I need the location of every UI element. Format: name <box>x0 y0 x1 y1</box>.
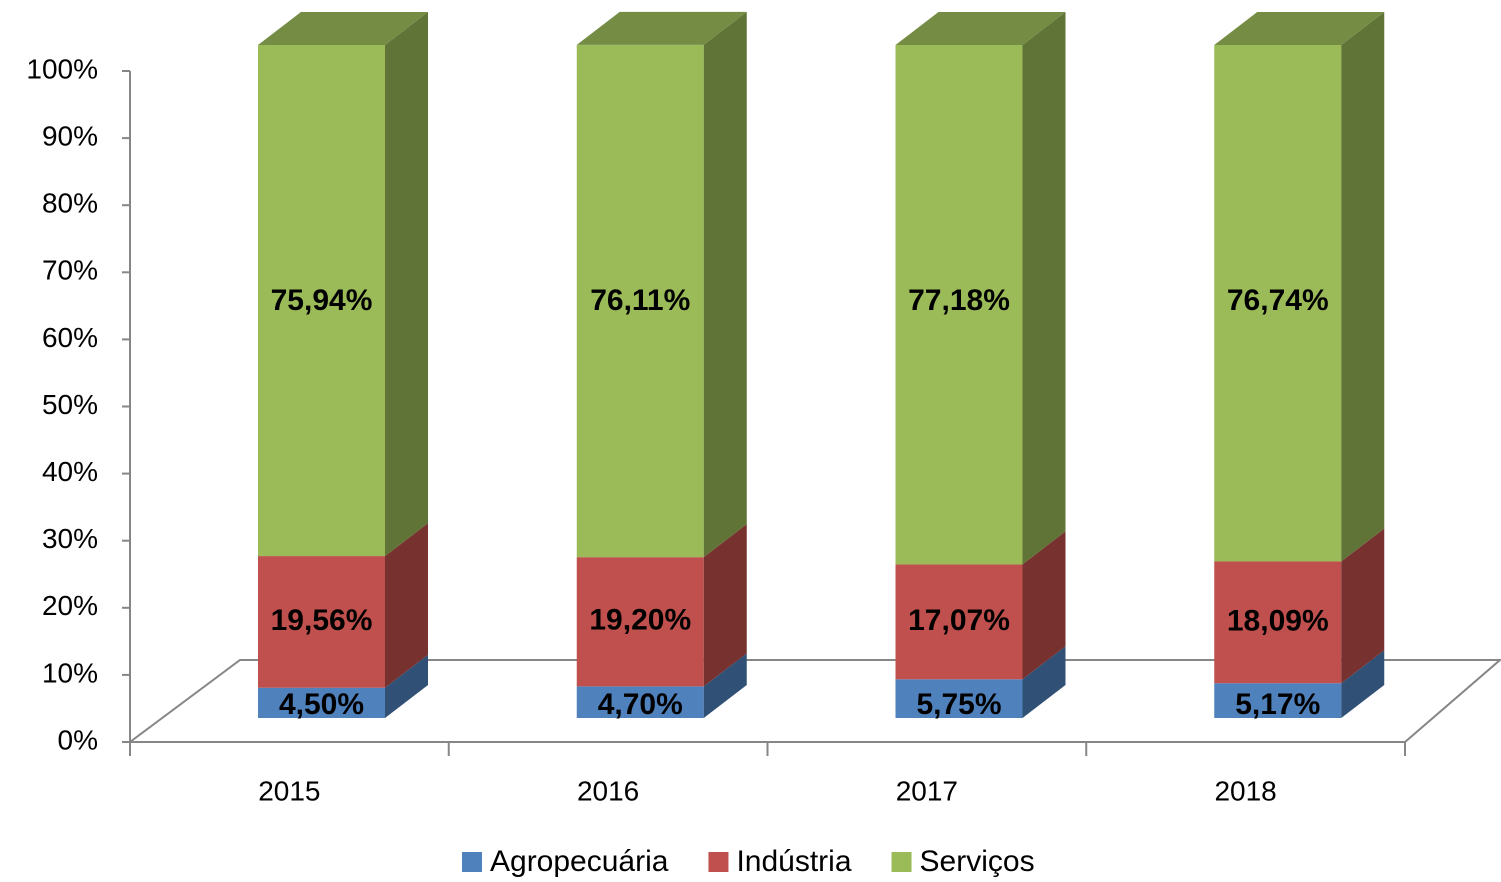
bar-top <box>258 12 428 45</box>
bar-side <box>1341 12 1385 562</box>
bar-segment <box>576 653 747 718</box>
x-tick-label: 2018 <box>1214 775 1276 806</box>
bar-segment <box>1214 12 1385 562</box>
bar-segment <box>895 12 1066 565</box>
data-label: 18,09% <box>1227 604 1329 637</box>
bar-side <box>385 654 428 718</box>
y-tick-label: 90% <box>42 120 98 151</box>
bar-side <box>1341 528 1385 684</box>
bar-side <box>1341 650 1385 718</box>
bar-front <box>258 45 385 557</box>
y-tick-label: 50% <box>42 389 98 420</box>
bar-side <box>703 524 747 687</box>
data-label: 75,94% <box>271 284 373 317</box>
legend-label: Agropecuária <box>490 845 669 878</box>
data-label: 76,11% <box>590 284 690 317</box>
data-label: 4,70% <box>598 688 683 721</box>
bar-front <box>258 556 385 688</box>
data-label: 76,74% <box>1227 284 1329 317</box>
bar-segment <box>576 524 747 687</box>
floor <box>126 659 1501 743</box>
bar-segment <box>895 531 1066 680</box>
bar-segment <box>895 646 1066 718</box>
data-label: 17,07% <box>908 604 1010 637</box>
bar-front <box>895 564 1023 680</box>
bar-front <box>576 686 704 718</box>
legend-label: Indústria <box>736 845 851 878</box>
legend-label: Serviços <box>920 845 1035 878</box>
bar-side <box>1022 12 1066 565</box>
bar-segment <box>1214 528 1385 684</box>
bar-segment <box>258 523 428 688</box>
bar-front <box>576 44 704 558</box>
x-tick-label: 2015 <box>258 775 320 806</box>
bar-front <box>1214 45 1342 562</box>
bar-front <box>895 679 1023 718</box>
bar-side <box>385 12 428 557</box>
y-tick-label: 80% <box>42 188 98 219</box>
y-tick-label: 70% <box>42 255 98 286</box>
y-tick-label: 100% <box>26 53 98 84</box>
bar-top <box>895 12 1066 45</box>
bar-segment <box>1214 650 1385 718</box>
x-tick-label: 2016 <box>577 775 639 806</box>
bar-top <box>1214 12 1385 45</box>
y-tick-label: 30% <box>42 523 98 554</box>
bar-side <box>1022 646 1066 718</box>
y-tick-label: 40% <box>42 456 98 487</box>
bar-front <box>576 557 704 687</box>
bar-side <box>385 523 428 688</box>
y-tick-label: 10% <box>42 657 98 688</box>
bar-side <box>703 11 747 558</box>
y-tick-label: 0% <box>58 724 98 755</box>
data-label: 19,56% <box>271 604 373 637</box>
data-label: 5,17% <box>1235 688 1320 721</box>
bar-front <box>1214 561 1342 684</box>
y-tick-label: 20% <box>42 590 98 621</box>
bar-segment <box>258 654 428 718</box>
bar-segment <box>258 12 428 557</box>
bar-side <box>1022 531 1066 680</box>
y-tick-label: 60% <box>42 322 98 353</box>
x-tick-label: 2017 <box>896 775 958 806</box>
bar-side <box>703 653 747 718</box>
bar-front <box>895 45 1023 565</box>
bar-front <box>258 687 385 718</box>
legend-swatch <box>462 852 482 872</box>
data-label: 4,50% <box>279 688 364 721</box>
data-label: 77,18% <box>908 284 1010 317</box>
data-label: 5,75% <box>916 688 1001 721</box>
bar-segment <box>576 11 747 558</box>
data-label: 19,20% <box>589 604 691 637</box>
bar-top <box>576 11 747 45</box>
legend-swatch <box>891 852 912 872</box>
bar-front <box>1214 683 1342 718</box>
legend-swatch <box>708 852 729 872</box>
